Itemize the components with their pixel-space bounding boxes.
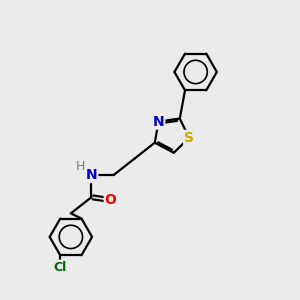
Text: H: H: [76, 160, 85, 173]
Text: O: O: [105, 193, 117, 207]
Text: N: N: [86, 168, 97, 182]
Text: S: S: [184, 131, 194, 145]
Text: N: N: [153, 115, 164, 129]
Text: Cl: Cl: [54, 261, 67, 274]
